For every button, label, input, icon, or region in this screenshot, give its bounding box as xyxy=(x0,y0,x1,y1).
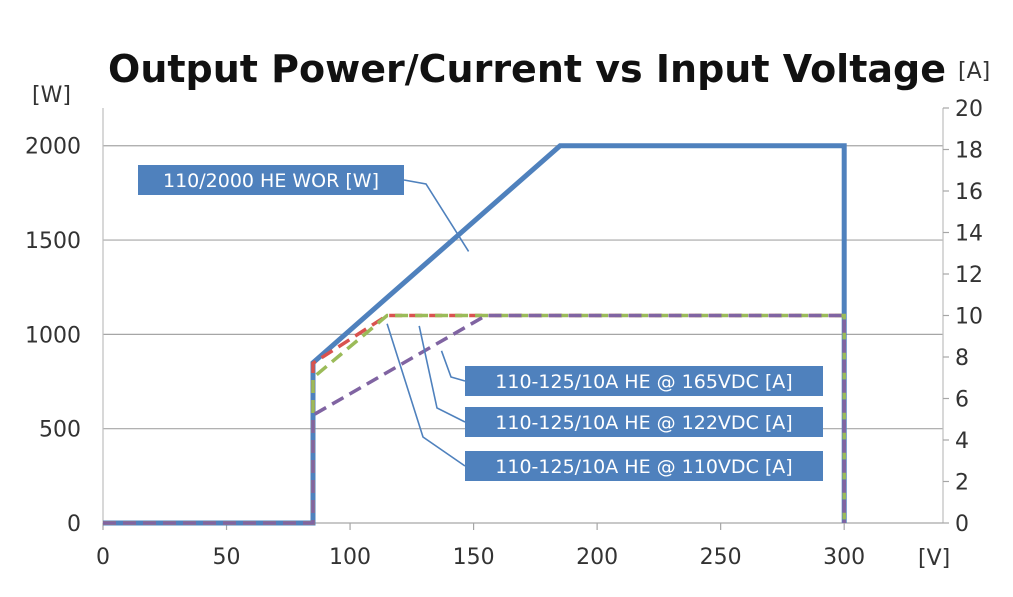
y-left-tick-label-4: 2000 xyxy=(25,135,81,160)
callout-label-0: 110/2000 HE WOR [W] xyxy=(163,170,379,192)
series-line-0 xyxy=(103,143,847,526)
y-right-tick-label-0: 0 xyxy=(955,512,969,537)
y-right-tick-label-2: 4 xyxy=(955,429,969,454)
callout-box-3 xyxy=(465,451,823,481)
y-right-tick-label-3: 6 xyxy=(955,388,969,413)
y-right-tick-label-1: 2 xyxy=(955,471,969,496)
y-left-tick-label-2: 1000 xyxy=(25,323,81,348)
callout-leader-0 xyxy=(403,179,470,252)
callout-box-1 xyxy=(465,366,823,396)
x-tick-label-0: 0 xyxy=(96,545,110,570)
callout-leader-1 xyxy=(440,350,466,382)
x-tick-label-2: 100 xyxy=(329,545,371,570)
y-left-tick-label-1: 500 xyxy=(39,418,81,443)
y-right-unit-label: [A] xyxy=(958,59,990,84)
y-left-tick-label-0: 0 xyxy=(67,512,81,537)
series-line-3 xyxy=(103,313,846,525)
callout-box-0 xyxy=(138,165,404,195)
x-tick-label-5: 250 xyxy=(700,545,742,570)
callout-layer: 110/2000 HE WOR [W] 110-125/10A HE @ 165V… xyxy=(138,165,823,481)
x-tick-label-6: 300 xyxy=(823,545,865,570)
y-left-unit-label: [W] xyxy=(32,83,71,108)
y-right-tick-label-10: 20 xyxy=(955,97,983,122)
callout-label-3: 110-125/10A HE @ 110VDC [A] xyxy=(495,456,792,478)
callout-label-2: 110-125/10A HE @ 122VDC [A] xyxy=(495,412,792,434)
chart-title: Output Power/Current vs Input Voltage xyxy=(108,47,946,91)
series-layer xyxy=(103,143,847,526)
callout-box-2 xyxy=(465,407,823,437)
y-right-tick-label-4: 8 xyxy=(955,346,969,371)
callout-leader-3 xyxy=(386,323,466,467)
y-left-tick-label-3: 1500 xyxy=(25,229,81,254)
callout-leader-2 xyxy=(418,325,466,423)
x-tick-label-1: 50 xyxy=(213,545,241,570)
x-tick-label-4: 200 xyxy=(576,545,618,570)
x-tick-label-3: 150 xyxy=(453,545,495,570)
y-right-tick-label-6: 12 xyxy=(955,263,983,288)
callout-label-1: 110-125/10A HE @ 165VDC [A] xyxy=(495,371,792,393)
y-right-tick-label-7: 14 xyxy=(955,222,983,247)
y-right-tick-label-5: 10 xyxy=(955,305,983,330)
y-right-tick-label-8: 16 xyxy=(955,180,983,205)
y-right-tick-label-9: 18 xyxy=(955,139,983,164)
x-unit-label: [V] xyxy=(918,546,950,571)
